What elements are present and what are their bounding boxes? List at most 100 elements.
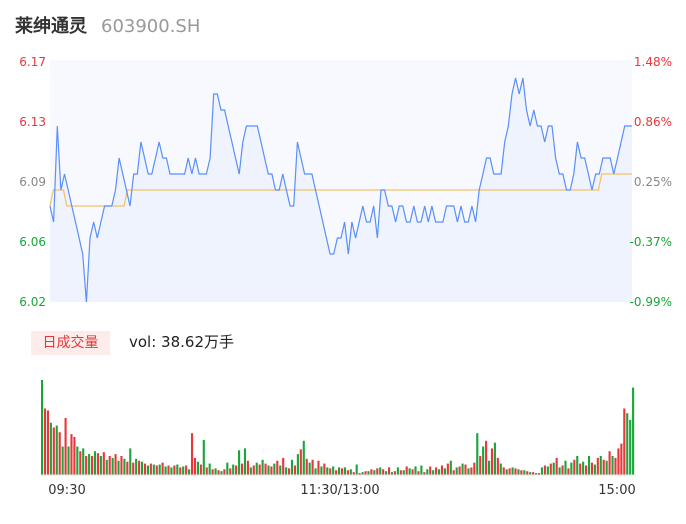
volume-bar xyxy=(182,466,185,475)
volume-bar xyxy=(202,439,205,475)
volume-bar xyxy=(405,466,408,475)
y-tick-left: 6.06 xyxy=(19,235,46,249)
volume-bar xyxy=(435,467,438,475)
volume-bar xyxy=(305,458,308,475)
volume-bar xyxy=(629,419,632,475)
volume-bar xyxy=(296,454,299,475)
stock-name: 莱绅通灵 xyxy=(15,16,87,37)
stock-code: 603900.SH xyxy=(101,16,201,37)
volume-bar xyxy=(605,460,608,475)
volume-bar xyxy=(220,471,223,475)
volume-bar xyxy=(623,408,626,475)
y-tick-right: -0.99% xyxy=(630,295,672,309)
volume-bar xyxy=(290,459,294,475)
volume-bar xyxy=(379,467,382,475)
volume-bar xyxy=(573,459,576,475)
volume-bar xyxy=(496,457,499,475)
y-axis-left: 6.17 6.13 6.09 6.06 6.02 xyxy=(19,55,46,309)
volume-bar xyxy=(576,456,579,475)
volume-bar xyxy=(308,462,311,475)
volume-bar xyxy=(146,465,149,475)
volume-bar xyxy=(240,463,244,475)
y-tick-left: 6.13 xyxy=(19,115,46,129)
volume-bar xyxy=(338,467,341,475)
volume-bar xyxy=(432,470,435,475)
volume-bar xyxy=(67,446,70,475)
volume-bar xyxy=(105,459,108,475)
volume-bar xyxy=(264,463,267,475)
volume-bar xyxy=(246,460,249,475)
volume-bar xyxy=(582,461,585,475)
volume-bar xyxy=(449,460,452,475)
volume-bar xyxy=(270,466,273,475)
volume-bar xyxy=(579,463,582,475)
volume-bar xyxy=(299,449,302,475)
volume-bar xyxy=(558,467,561,475)
volume-bar xyxy=(520,470,523,475)
volume-bar xyxy=(361,472,364,475)
volume-bar xyxy=(111,457,114,475)
volume-bar xyxy=(476,433,479,475)
volume-bar xyxy=(367,471,370,475)
volume-bar xyxy=(258,464,261,475)
volume-bar xyxy=(167,465,170,475)
y-tick-right: -0.37% xyxy=(630,235,672,249)
price-line xyxy=(49,77,632,303)
volume-bar xyxy=(288,468,291,475)
volume-bar xyxy=(352,472,355,475)
volume-bar xyxy=(82,448,85,475)
x-tick-label: 15:00 xyxy=(598,483,635,498)
volume-bar xyxy=(402,470,405,475)
volume-bar xyxy=(267,465,270,475)
volume-bar xyxy=(546,466,549,475)
volume-bar xyxy=(611,456,614,475)
volume-bar xyxy=(370,469,373,475)
volume-bar xyxy=(255,462,258,475)
volume-bar xyxy=(458,466,461,475)
volume-bar xyxy=(529,472,532,475)
volume-bar xyxy=(223,469,226,475)
volume-bar xyxy=(235,465,238,475)
volume-bar xyxy=(482,446,485,475)
volume-bar xyxy=(561,465,564,475)
volume-bar xyxy=(585,465,588,475)
volume-bar xyxy=(149,463,152,475)
volume-bar xyxy=(279,465,282,475)
volume-bar xyxy=(170,467,173,475)
volume-bar xyxy=(140,461,144,475)
stock-header: 莱绅通灵 603900.SH xyxy=(15,12,200,40)
volume-bar xyxy=(617,448,620,475)
volume-bar xyxy=(411,469,414,475)
volume-bar xyxy=(608,451,611,475)
y-axis-right: 1.48% 0.86% 0.25% -0.37% -0.99% xyxy=(630,55,672,309)
volume-bar xyxy=(332,466,335,475)
volume-tab[interactable]: 日成交量 xyxy=(31,331,110,355)
volume-bar xyxy=(376,468,379,475)
volume-bar xyxy=(120,456,123,475)
volume-bar xyxy=(243,448,247,475)
volume-bar xyxy=(79,451,82,475)
volume-bar xyxy=(537,473,541,475)
volume-bar xyxy=(543,465,546,475)
volume-bar xyxy=(526,471,529,475)
volume-bar xyxy=(514,468,517,475)
volume-bar xyxy=(549,463,552,475)
volume-bar xyxy=(55,425,58,475)
volume-bar xyxy=(238,450,241,475)
volume-bar xyxy=(205,467,208,475)
y-tick-left: 6.09 xyxy=(19,175,46,189)
volume-bar xyxy=(143,463,147,475)
volume-bar xyxy=(114,454,117,475)
volume-bar xyxy=(499,463,502,475)
volume-bar xyxy=(382,469,385,475)
volume-bar xyxy=(138,460,141,475)
volume-bar xyxy=(64,418,67,475)
volume-bar xyxy=(193,457,197,475)
price-area-fill xyxy=(50,78,632,302)
volume-bar xyxy=(52,427,55,475)
volume-bar xyxy=(632,387,635,475)
volume-bar xyxy=(443,468,446,475)
volume-bar xyxy=(417,471,420,475)
volume-bar xyxy=(493,442,496,475)
volume-bar xyxy=(335,470,338,475)
